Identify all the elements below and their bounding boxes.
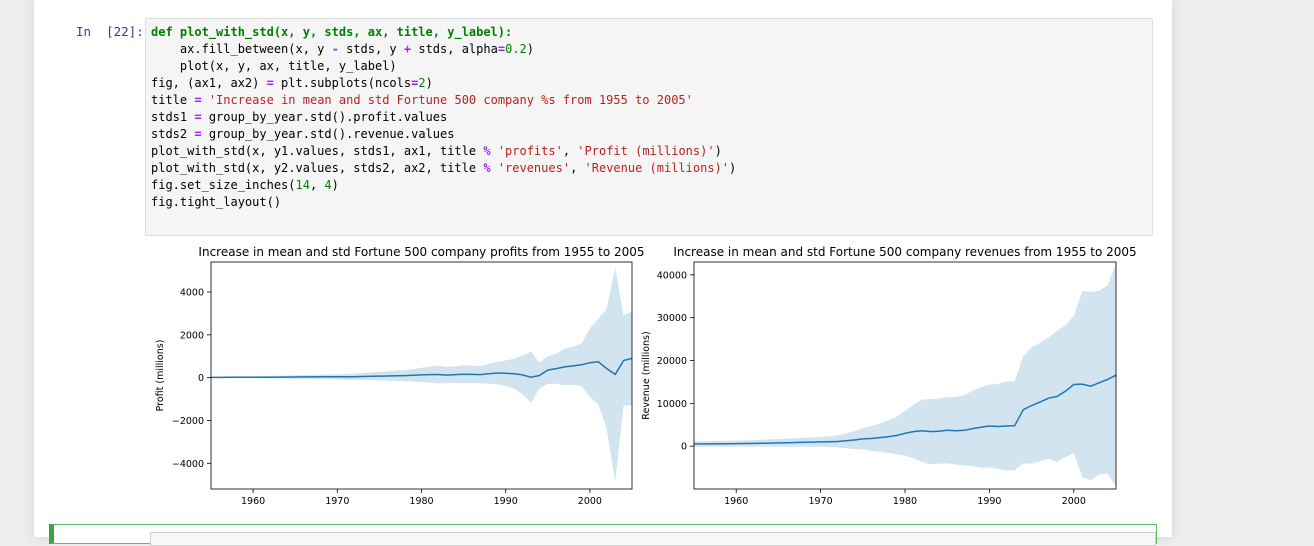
code-token: 'Revenue (millions)' (584, 161, 730, 175)
y-tick-label: 0 (681, 442, 687, 453)
code-token: stds2 (151, 127, 195, 141)
code-token (202, 93, 209, 107)
code-token: = (194, 127, 202, 141)
x-tick-label: 2000 (1062, 496, 1086, 507)
code-token: def plot_with_std(x, y, stds, ax, title,… (151, 25, 513, 39)
code-token: fig, (ax1, ax2) (151, 76, 267, 90)
next-cell-input[interactable] (150, 532, 1156, 546)
code-token: 0.2 (505, 42, 527, 56)
code-token: plt.subplots(ncols (273, 76, 412, 90)
code-token: = (194, 93, 202, 107)
y-axis-label: Profit (millions) (155, 340, 166, 412)
mean-line (211, 357, 632, 379)
code-token: = (411, 76, 419, 90)
code-token: fig.tight_layout() (151, 195, 282, 209)
x-tick-label: 1980 (893, 496, 917, 507)
cell-output: 1960 1970 1980 1990 2000 −4000 −2000 0 2000 4000 I… (145, 240, 1155, 510)
y-tick-label: 40000 (657, 270, 687, 281)
x-tick-label: 1970 (809, 496, 833, 507)
code-token: + (403, 42, 412, 56)
code-token: plot_with_std(x, y2.values, stds2, ax2, … (151, 161, 484, 175)
code-token: 'Profit (millions)' (577, 144, 715, 158)
y-tick-label: 2000 (180, 330, 204, 341)
code-token: stds, alpha (411, 42, 498, 56)
code-token: = (497, 42, 506, 56)
cell-prompt: In [22]: (76, 24, 144, 39)
y-tick-label: −2000 (172, 416, 204, 427)
x-tick-label: 1980 (409, 496, 433, 507)
y-tick-label: 4000 (180, 287, 204, 298)
x-tick-label: 1960 (241, 496, 265, 507)
code-token: , (570, 161, 585, 175)
code-token: group_by_year.std().revenue.values (201, 127, 455, 141)
code-cell-input[interactable]: def plot_with_std(x, y, stds, ax, title,… (145, 18, 1153, 236)
chart-title: Increase in mean and std Fortune 500 com… (673, 245, 1136, 259)
y-tick-label: 10000 (657, 399, 687, 410)
code-token (491, 144, 498, 158)
code-token: group_by_year.std().profit.values (201, 110, 448, 124)
y-tick-label: 20000 (657, 356, 687, 367)
next-code-cell[interactable] (49, 524, 1157, 546)
code-token: 4 (324, 178, 332, 192)
code-token: ax.fill_between(x, y (151, 42, 332, 56)
code-token: ) (714, 144, 722, 158)
code-token (491, 161, 498, 175)
code-token: ) (526, 42, 534, 56)
code-token: fig.set_size_inches( (151, 178, 296, 192)
code-token: stds, y (338, 42, 404, 56)
code-token: ) (331, 178, 339, 192)
code-token: , (309, 178, 325, 192)
code-token: 2 (418, 76, 426, 90)
code-token: plot(x, y, ax, title, y_label) (151, 59, 397, 73)
x-tick-label: 1990 (494, 496, 518, 507)
code-token: stds1 (151, 110, 195, 124)
code-token: = (266, 76, 274, 90)
code-token: plot_with_std(x, y1.values, stds1, ax1, … (151, 144, 484, 158)
code-token: , (562, 144, 578, 158)
code-editor[interactable]: def plot_with_std(x, y, stds, ax, title,… (151, 24, 736, 211)
code-token: % (483, 144, 491, 158)
y-axis-label: Revenue (millions) (641, 331, 652, 419)
code-token: ) (425, 76, 433, 90)
y-tick-label: 0 (198, 373, 204, 384)
x-tick-label: 1990 (977, 496, 1001, 507)
mean-line (694, 374, 1116, 445)
code-token: = (194, 110, 202, 124)
code-token: 'profits' (497, 144, 563, 158)
x-tick-label: 2000 (578, 496, 602, 507)
code-token: 'revenues' (497, 161, 571, 175)
code-token: 14 (295, 178, 310, 192)
code-token: title (151, 93, 195, 107)
code-token: - (331, 42, 339, 56)
chart-title: Increase in mean and std Fortune 500 com… (198, 245, 644, 259)
y-tick-label: 30000 (657, 313, 687, 324)
y-tick-label: −4000 (172, 459, 204, 470)
std-band (694, 263, 1116, 487)
code-token: % (483, 161, 491, 175)
x-tick-label: 1970 (325, 496, 349, 507)
figure-output: 1960 1970 1980 1990 2000 −4000 −2000 0 2000 4000 I… (155, 245, 1137, 507)
code-token: 'Increase in mean and std Fortune 500 co… (208, 93, 693, 107)
x-tick-label: 1960 (724, 496, 748, 507)
code-token: ) (729, 161, 737, 175)
